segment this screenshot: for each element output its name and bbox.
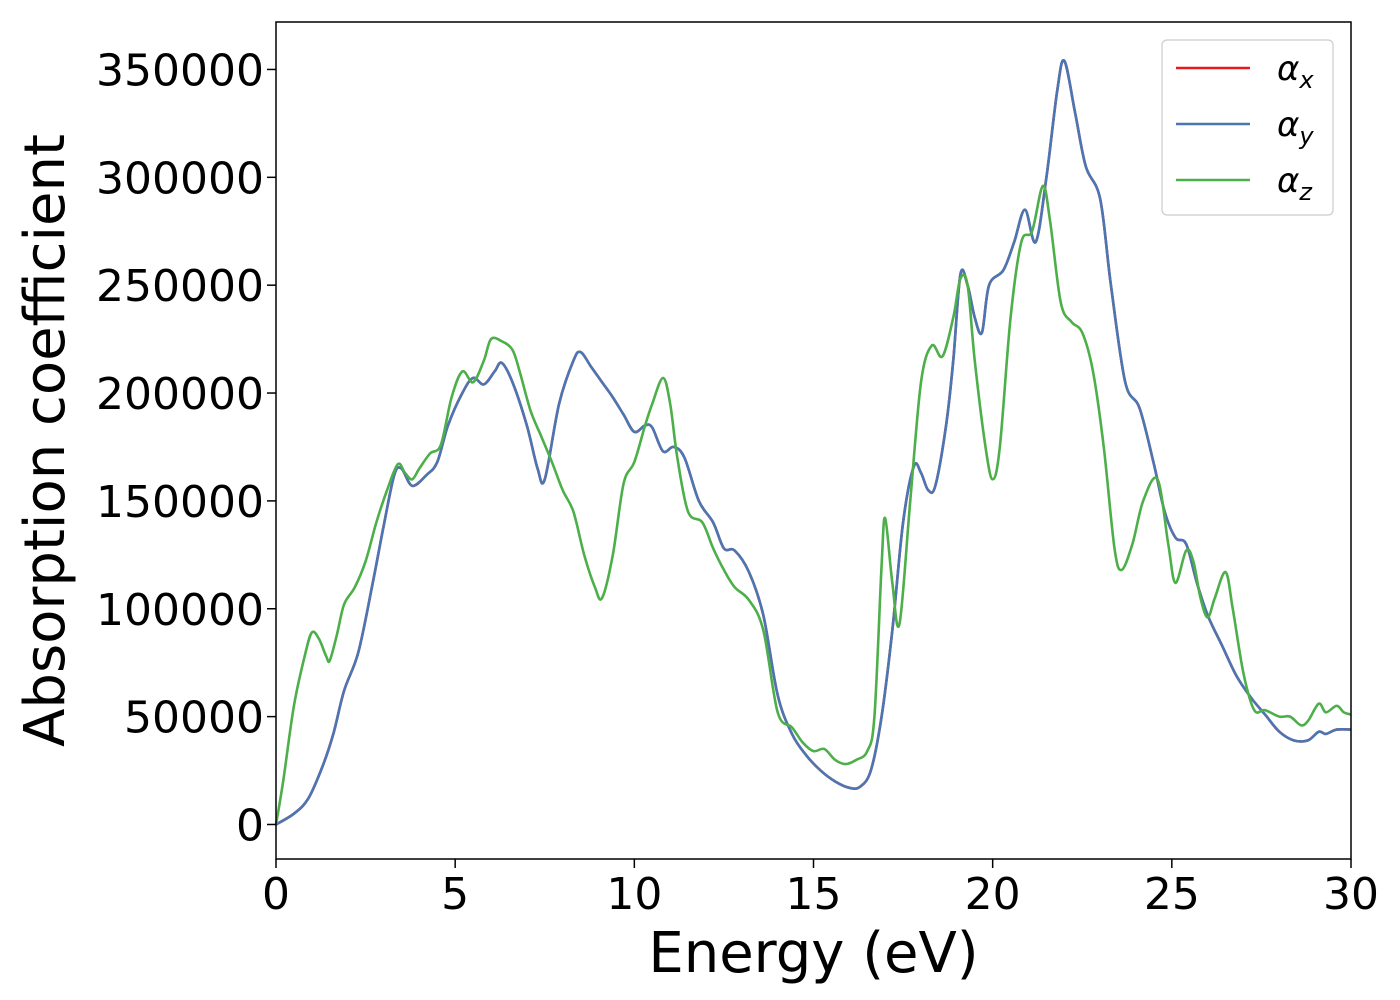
y-tick-label: 100000 xyxy=(96,585,264,636)
y-tick-label: 200000 xyxy=(96,369,264,420)
y-tick-label: 250000 xyxy=(96,261,264,312)
x-tick-label: 5 xyxy=(441,869,469,920)
x-tick-label: 10 xyxy=(606,869,662,920)
x-axis-ticks: 0 5 10 15 20 25 30 xyxy=(262,859,1379,920)
series-line-3 xyxy=(274,184,1352,825)
legend-box xyxy=(1161,39,1334,216)
y-tick-label: 50000 xyxy=(124,693,264,744)
series-line-2 xyxy=(275,58,1352,826)
legend-label: αz xyxy=(1277,161,1313,206)
y-tick-label: 150000 xyxy=(96,477,264,528)
x-tick-label: 25 xyxy=(1144,869,1200,920)
y-tick-label: 300000 xyxy=(96,153,264,204)
series-layer xyxy=(274,58,1352,826)
y-axis-ticks: 0 50000 100000 150000 200000 250000 300000 3500… xyxy=(96,45,276,851)
x-tick-label: 0 xyxy=(262,869,290,920)
legend: αx αy αz xyxy=(1161,39,1334,216)
y-axis-title: Absorption coefficient xyxy=(13,134,78,747)
x-tick-label: 20 xyxy=(965,869,1021,920)
x-tick-label: 15 xyxy=(786,869,842,920)
y-tick-label: 0 xyxy=(236,800,264,851)
x-axis-title: Energy (eV) xyxy=(648,921,978,986)
y-tick-label: 350000 xyxy=(96,45,264,96)
x-tick-label: 30 xyxy=(1323,869,1379,920)
legend-label: αy xyxy=(1277,105,1314,150)
legend-label: αx xyxy=(1277,49,1314,94)
